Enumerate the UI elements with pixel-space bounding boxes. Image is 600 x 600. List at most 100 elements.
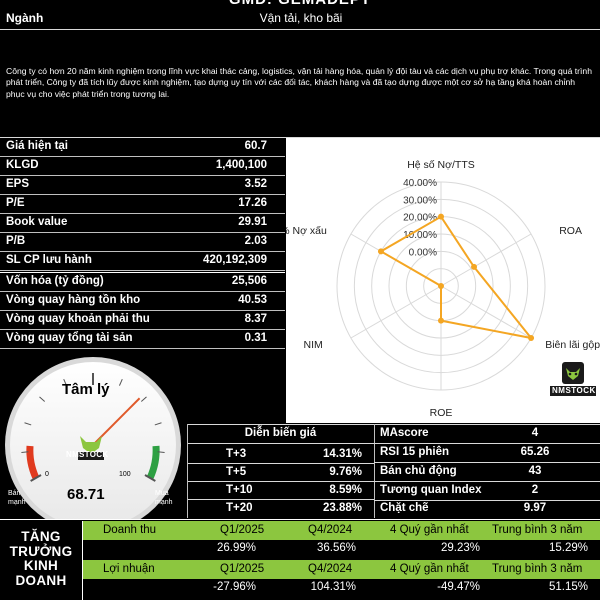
stats-top-divider (187, 424, 600, 425)
gauge-min-label: 0 (45, 471, 49, 478)
metric-value: 2.03 (244, 235, 267, 247)
price-change-value: 14.31% (322, 448, 362, 460)
score-label: Tương quan Index (380, 484, 482, 496)
radar-tick-label: 0.00% (409, 247, 437, 258)
price-change-value: 9.76% (329, 466, 362, 478)
growth-value: 26.99% (216, 542, 256, 554)
gauge-tick (21, 451, 29, 454)
bull-logo-icon (78, 436, 104, 460)
header-divider (0, 29, 600, 30)
growth-header: Q1/2025 (220, 563, 265, 575)
description-divider (0, 137, 600, 138)
gauge-tick (157, 451, 165, 454)
price-change-value: 23.88% (322, 502, 362, 514)
growth-header: Trung bình 3 năm (492, 524, 583, 536)
radar-tick-label: 30.00% (403, 195, 437, 206)
gauge-right-label: Mua mạnh (155, 490, 173, 506)
radar-point (438, 317, 444, 324)
gauge-tick (39, 396, 46, 402)
sector-value: Vận tải, kho bãi (259, 11, 343, 25)
price-change-label: T+10 (226, 484, 253, 496)
metric-label: KLGD (6, 159, 39, 171)
metric-row: SL CP lưu hành 420,192,309 (0, 252, 285, 271)
radar-spoke (350, 285, 442, 339)
score-value: 43 (528, 465, 542, 477)
metric-row: P/E 17.26 (0, 195, 285, 214)
metric-row: Vòng quay tổng tài sản 0.31 (0, 330, 285, 349)
metric-value: 17.26 (238, 197, 267, 209)
gauge-tick (63, 379, 68, 386)
gauge-max-label: 100 (119, 471, 131, 478)
gauge-value: 68.71 (67, 486, 105, 503)
row-divider (187, 499, 374, 500)
price-change-label: T+20 (226, 502, 253, 514)
metric-row: Giá hiện tại 60.7 (0, 138, 285, 157)
growth-header: 4 Quý gần nhất (390, 563, 469, 575)
price-change-label: T+5 (226, 466, 247, 478)
sector-label: Ngành (6, 11, 44, 25)
gauge-tick (118, 379, 123, 386)
growth-value: 15.29% (548, 542, 588, 554)
gauge-ticks (21, 373, 165, 482)
metric-value: 60.7 (244, 140, 267, 152)
score-label: Bán chủ động (380, 465, 457, 477)
radar-point (377, 248, 384, 255)
radar-tick-label: 20.00% (403, 213, 437, 224)
growth-divider (0, 519, 600, 520)
row-divider (187, 463, 374, 464)
radar-spoke (440, 233, 532, 287)
nmstock-logo: NMSTOCK (548, 360, 598, 406)
metric-row: KLGD 1,400,100 (0, 157, 285, 176)
metric-value: 3.52 (244, 178, 267, 190)
metric-row: EPS 3.52 (0, 176, 285, 195)
stats-middle-border (374, 424, 375, 518)
metric-label: Vòng quay tổng tài sản (6, 332, 133, 344)
ticker-title: GMD: GEMADEPT (0, 0, 600, 8)
metric-value: 40.53 (238, 294, 267, 306)
gauge-left-label: Bán mạnh (8, 490, 26, 506)
gauge-tick (144, 474, 156, 482)
growth-header-bar (83, 521, 600, 540)
metric-row: Book value 29.91 (0, 214, 285, 233)
logo-text: NMSTOCK (552, 386, 596, 395)
price-change-header-divider (187, 443, 374, 444)
radar-chart-panel: 0.00% 10.00% 20.00% 30.00% 40.00% Hệ số Nợ/T… (286, 138, 600, 423)
stats-left-border (187, 424, 188, 518)
growth-header: Q4/2024 (308, 563, 353, 575)
radar-tick-labels: 0.00% 10.00% 20.00% 30.00% 40.00% (403, 178, 437, 258)
growth-value: 36.56% (316, 542, 356, 554)
metric-row: Vốn hóa (tỷ đồng) 25,506 (0, 273, 285, 292)
gauge-tick (140, 396, 147, 402)
growth-value: 104.31% (310, 581, 356, 593)
growth-row-name: Doanh thu (103, 524, 157, 536)
metric-value: 0.31 (244, 332, 267, 344)
gauge-logo: NMSTOCK (66, 430, 114, 476)
radar-axis-label: % Nợ xấu (286, 225, 327, 237)
radar-point (471, 263, 478, 270)
radar-point (438, 283, 444, 289)
radar-axis-label: NIM (304, 339, 323, 351)
growth-header: 4 Quý gần nhất (390, 524, 469, 536)
gauge-tick (24, 422, 32, 426)
radar-chart: 0.00% 10.00% 20.00% 30.00% 40.00% Hệ số Nợ/T… (286, 159, 600, 419)
metric-row: Vòng quay khoản phải thu 8.37 (0, 311, 285, 330)
growth-value: -27.96% (213, 581, 256, 593)
metric-row: P/B 2.03 (0, 233, 285, 252)
metric-label: Book value (6, 216, 68, 228)
metric-label: SL CP lưu hành (6, 254, 92, 266)
metric-label: Vốn hóa (tỷ đồng) (6, 275, 104, 287)
radar-tick-label: 10.00% (403, 230, 437, 241)
row-divider (374, 500, 600, 501)
radar-axis-label: ROA (559, 225, 582, 237)
metrics-divider (0, 272, 285, 273)
row-divider (187, 481, 374, 482)
radar-tick-label: 40.00% (403, 178, 437, 189)
company-description: Công ty có hơn 20 năm kinh nghiệm trong … (6, 66, 592, 99)
growth-label-line: TĂNG (21, 529, 61, 544)
growth-label-line: KINH (23, 558, 59, 573)
gauge-tick (154, 422, 162, 426)
gauge-tick (30, 474, 42, 482)
radar-axis-label: Biên lãi gộp (545, 339, 600, 351)
gauge-logo-text: NMSTOCK (66, 450, 109, 459)
metric-value: 420,192,309 (203, 254, 267, 266)
